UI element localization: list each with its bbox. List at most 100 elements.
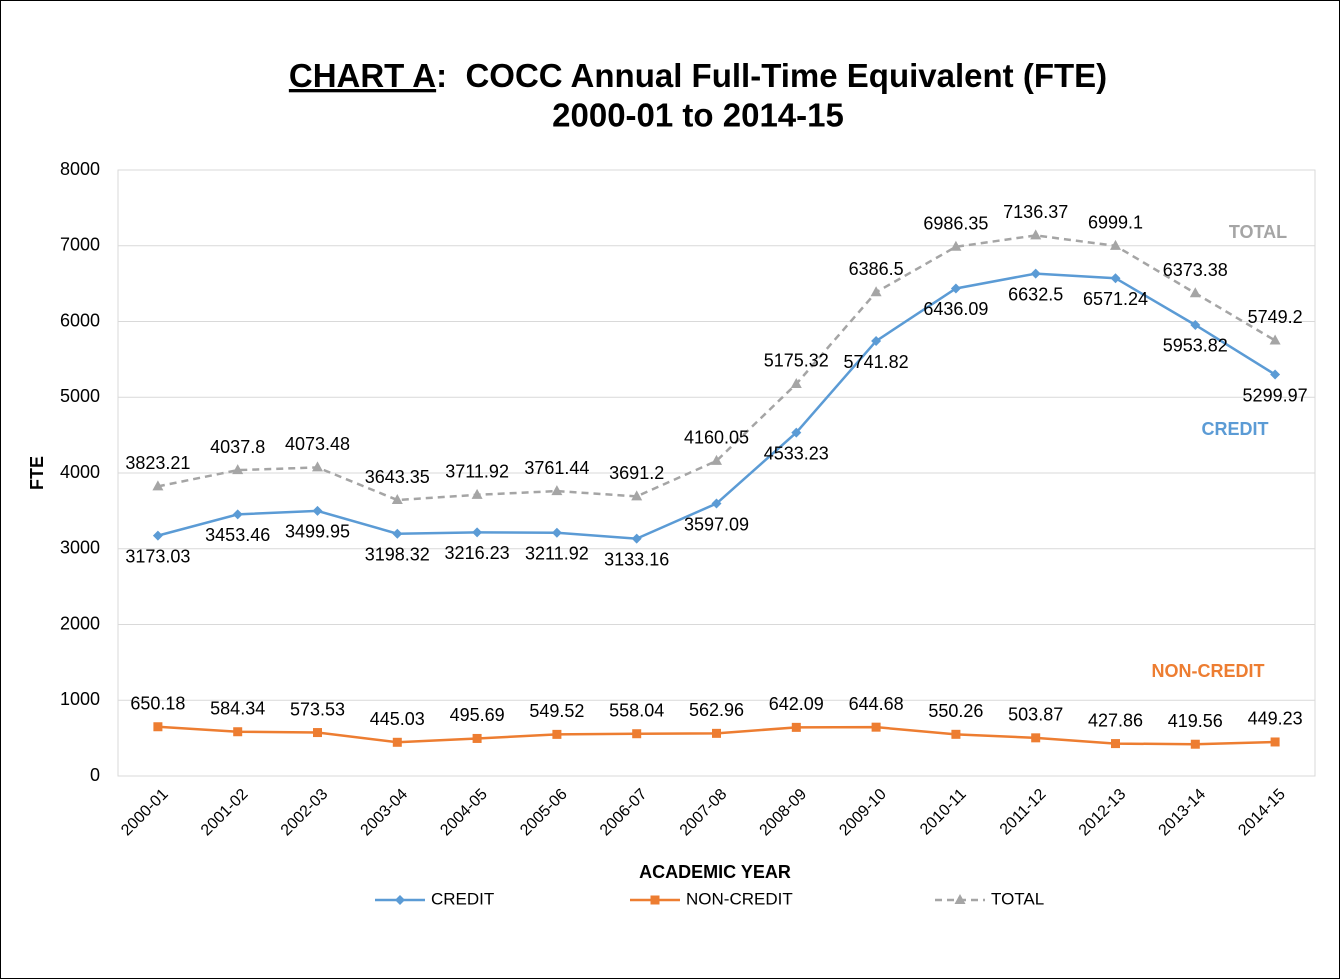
data-label: 5175.32 — [764, 351, 829, 371]
marker — [1190, 319, 1201, 330]
data-label: 3211.92 — [525, 543, 589, 563]
data-label: 650.18 — [130, 693, 185, 713]
data-label: 3173.03 — [125, 546, 190, 566]
marker — [1189, 287, 1201, 298]
data-label: 3643.35 — [365, 467, 430, 487]
data-label: 3216.23 — [445, 543, 510, 563]
data-label: 644.68 — [849, 694, 904, 714]
marker — [1110, 273, 1121, 284]
marker — [392, 737, 402, 747]
data-label: 3823.21 — [125, 453, 190, 473]
marker — [951, 729, 961, 739]
y-axis-label: FTE — [27, 456, 47, 490]
series-tag: TOTAL — [1229, 222, 1287, 242]
y-tick-label: 3000 — [60, 538, 100, 558]
data-label: 3198.32 — [365, 544, 430, 564]
data-label: 4160.05 — [684, 428, 749, 448]
marker — [471, 488, 483, 499]
data-label: 7136.37 — [1003, 202, 1068, 222]
y-tick-label: 2000 — [60, 613, 100, 633]
marker — [472, 527, 483, 538]
series-tag: NON-CREDIT — [1152, 661, 1265, 681]
marker — [152, 530, 163, 541]
data-label: 6373.38 — [1163, 260, 1228, 280]
data-label: 3691.2 — [609, 463, 664, 483]
marker — [871, 336, 882, 347]
legend-label: NON-CREDIT — [686, 889, 793, 908]
data-label: 419.56 — [1168, 711, 1223, 731]
data-label: 3499.95 — [285, 522, 350, 542]
marker — [711, 454, 722, 465]
marker — [312, 461, 323, 472]
data-label: 562.96 — [689, 700, 744, 720]
marker — [1110, 239, 1121, 250]
data-label: 3133.16 — [604, 549, 669, 569]
marker — [631, 490, 643, 501]
marker — [551, 527, 562, 538]
y-tick-label: 7000 — [60, 235, 100, 255]
marker — [391, 494, 403, 505]
data-label: 6986.35 — [923, 214, 988, 234]
marker — [950, 283, 961, 294]
data-label: 503.87 — [1008, 705, 1063, 725]
legend-label: CREDIT — [431, 889, 494, 908]
legend-marker — [954, 894, 966, 904]
data-label: 642.09 — [769, 694, 824, 714]
data-label: 3453.46 — [205, 525, 270, 545]
marker — [950, 240, 962, 251]
data-label: 3711.92 — [445, 462, 509, 482]
chart-title: CHART A: COCC Annual Full-Time Equivalen… — [289, 57, 1107, 94]
data-label: 6571.24 — [1083, 289, 1148, 309]
marker — [232, 509, 243, 520]
data-label: 5741.82 — [844, 352, 909, 372]
series-line — [157, 234, 1276, 502]
data-label: 3761.44 — [524, 458, 589, 478]
marker — [1111, 739, 1120, 749]
data-label: 550.26 — [928, 701, 983, 721]
chart-subtitle: 2000-01 to 2014-15 — [552, 97, 844, 134]
marker — [632, 729, 642, 739]
marker — [1031, 733, 1041, 743]
marker — [711, 498, 722, 509]
legend-marker — [395, 895, 405, 905]
data-label: 5953.82 — [1163, 336, 1228, 356]
data-label: 5749.2 — [1248, 307, 1303, 327]
marker — [313, 728, 322, 738]
marker — [232, 464, 244, 475]
y-tick-label: 6000 — [60, 310, 100, 330]
title-main: : COCC Annual Full-Time Equivalent (FTE) — [436, 57, 1107, 94]
data-label: 6999.1 — [1088, 213, 1143, 233]
data-label: 449.23 — [1248, 709, 1303, 729]
marker — [1190, 739, 1200, 749]
marker — [552, 729, 562, 739]
data-label: 4037.8 — [210, 437, 265, 457]
data-label: 427.86 — [1088, 710, 1143, 730]
marker — [472, 733, 482, 743]
data-label: 6386.5 — [849, 259, 904, 279]
title-prefix: CHART A — [289, 57, 436, 94]
marker — [871, 722, 881, 732]
y-tick-label: 0 — [90, 765, 100, 785]
marker — [870, 286, 882, 297]
data-label: 5299.97 — [1243, 385, 1308, 405]
marker — [233, 727, 243, 737]
marker — [1030, 268, 1041, 279]
marker — [790, 377, 802, 388]
marker — [631, 533, 642, 544]
data-label: 6632.5 — [1008, 284, 1063, 304]
y-tick-label: 8000 — [60, 159, 100, 179]
data-label: 573.53 — [290, 699, 345, 719]
marker — [392, 528, 403, 539]
legend-label: TOTAL — [991, 889, 1044, 908]
marker — [1030, 229, 1042, 240]
marker — [1270, 369, 1281, 380]
data-label: 6436.09 — [923, 299, 988, 319]
marker — [153, 722, 163, 732]
marker — [551, 485, 563, 496]
marker — [1269, 334, 1281, 345]
data-label: 549.52 — [529, 701, 584, 721]
legend-marker — [650, 895, 660, 905]
